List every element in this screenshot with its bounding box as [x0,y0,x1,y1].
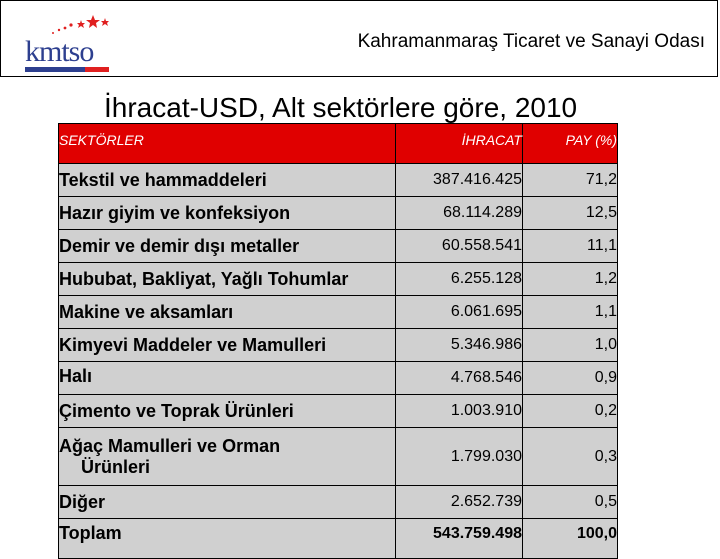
export-cell: 1.003.910 [395,394,523,428]
export-cell: 68.114.289 [395,196,523,230]
export-cell: 2.652.739 [395,485,523,519]
table-row: Ağaç Mamulleri ve Orman Ürünleri 1.799.0… [58,427,618,486]
share-cell: 1,1 [522,295,618,329]
sector-cell: Makine ve aksamları [58,295,396,329]
export-cell: 6.255.128 [395,262,523,296]
page-title: İhracat-USD, Alt sektörlere göre, 2010 [104,92,578,123]
share-cell: 0,3 [522,427,618,486]
header-bar: kmtso Kahramanmaraş Ticaret ve Sanayi Od… [0,0,718,77]
column-header-sector: SEKTÖRLER [58,123,396,164]
share-cell: 0,5 [522,485,618,519]
share-cell: 1,2 [522,262,618,296]
table-row: Makine ve aksamları 6.061.695 1,1 [58,295,618,329]
table-row: Çimento ve Toprak Ürünleri 1.003.910 0,2 [58,394,618,428]
sector-cell: Hazır giyim ve konfeksiyon [58,196,396,230]
share-cell: 0,9 [522,361,618,395]
sector-cell: Tekstil ve hammaddeleri [58,163,396,197]
sector-cell-line1: Ağaç Mamulleri ve Orman [59,435,281,456]
table-row: Tekstil ve hammaddeleri 387.416.425 71,2 [58,163,618,197]
export-cell: 6.061.695 [395,295,523,329]
export-cell: 60.558.541 [395,229,523,263]
export-cell: 4.768.546 [395,361,523,395]
column-header-share: PAY (%) [522,123,618,164]
table-row: Hazır giyim ve konfeksiyon 68.114.289 12… [58,196,618,230]
sector-cell: Ağaç Mamulleri ve Orman Ürünleri [58,427,396,486]
table-row: Halı 4.768.546 0,9 [58,361,618,395]
kmtso-logo: kmtso [25,15,109,72]
share-cell: 12,5 [522,196,618,230]
logo-wordmark: kmtso [25,35,93,68]
total-label-cell: Toplam [58,518,396,559]
export-cell: 387.416.425 [395,163,523,197]
sector-cell: Diğer [58,485,396,519]
export-cell: 1.799.030 [395,427,523,486]
share-cell: 71,2 [522,163,618,197]
sector-cell: Demir ve demir dışı metaller [58,229,396,263]
table-header-row: SEKTÖRLER İHRACAT PAY (%) [58,123,618,164]
share-cell: 11,1 [522,229,618,263]
table-total-row: Toplam 543.759.498 100,0 [58,518,618,559]
column-header-export: İHRACAT [395,123,523,164]
sector-cell-line2: Ürünleri [81,456,151,477]
table-row: Hububat, Bakliyat, Yağlı Tohumlar 6.255.… [58,262,618,296]
total-share-cell: 100,0 [522,518,618,559]
sector-cell: Hububat, Bakliyat, Yağlı Tohumlar [58,262,396,296]
table-row: Diğer 2.652.739 0,5 [58,485,618,519]
export-table: SEKTÖRLER İHRACAT PAY (%) Tekstil ve ham… [58,123,618,559]
table-row: Kimyevi Maddeler ve Mamulleri 5.346.986 … [58,328,618,362]
sector-cell: Halı [58,361,396,395]
table-row: Demir ve demir dışı metaller 60.558.541 … [58,229,618,263]
share-cell: 0,2 [522,394,618,428]
share-cell: 1,0 [522,328,618,362]
organization-name: Kahramanmaraş Ticaret ve Sanayi Odası [357,31,705,52]
sector-cell: Kimyevi Maddeler ve Mamulleri [58,328,396,362]
sector-cell: Çimento ve Toprak Ürünleri [58,394,396,428]
export-cell: 5.346.986 [395,328,523,362]
total-export-cell: 543.759.498 [395,518,523,559]
